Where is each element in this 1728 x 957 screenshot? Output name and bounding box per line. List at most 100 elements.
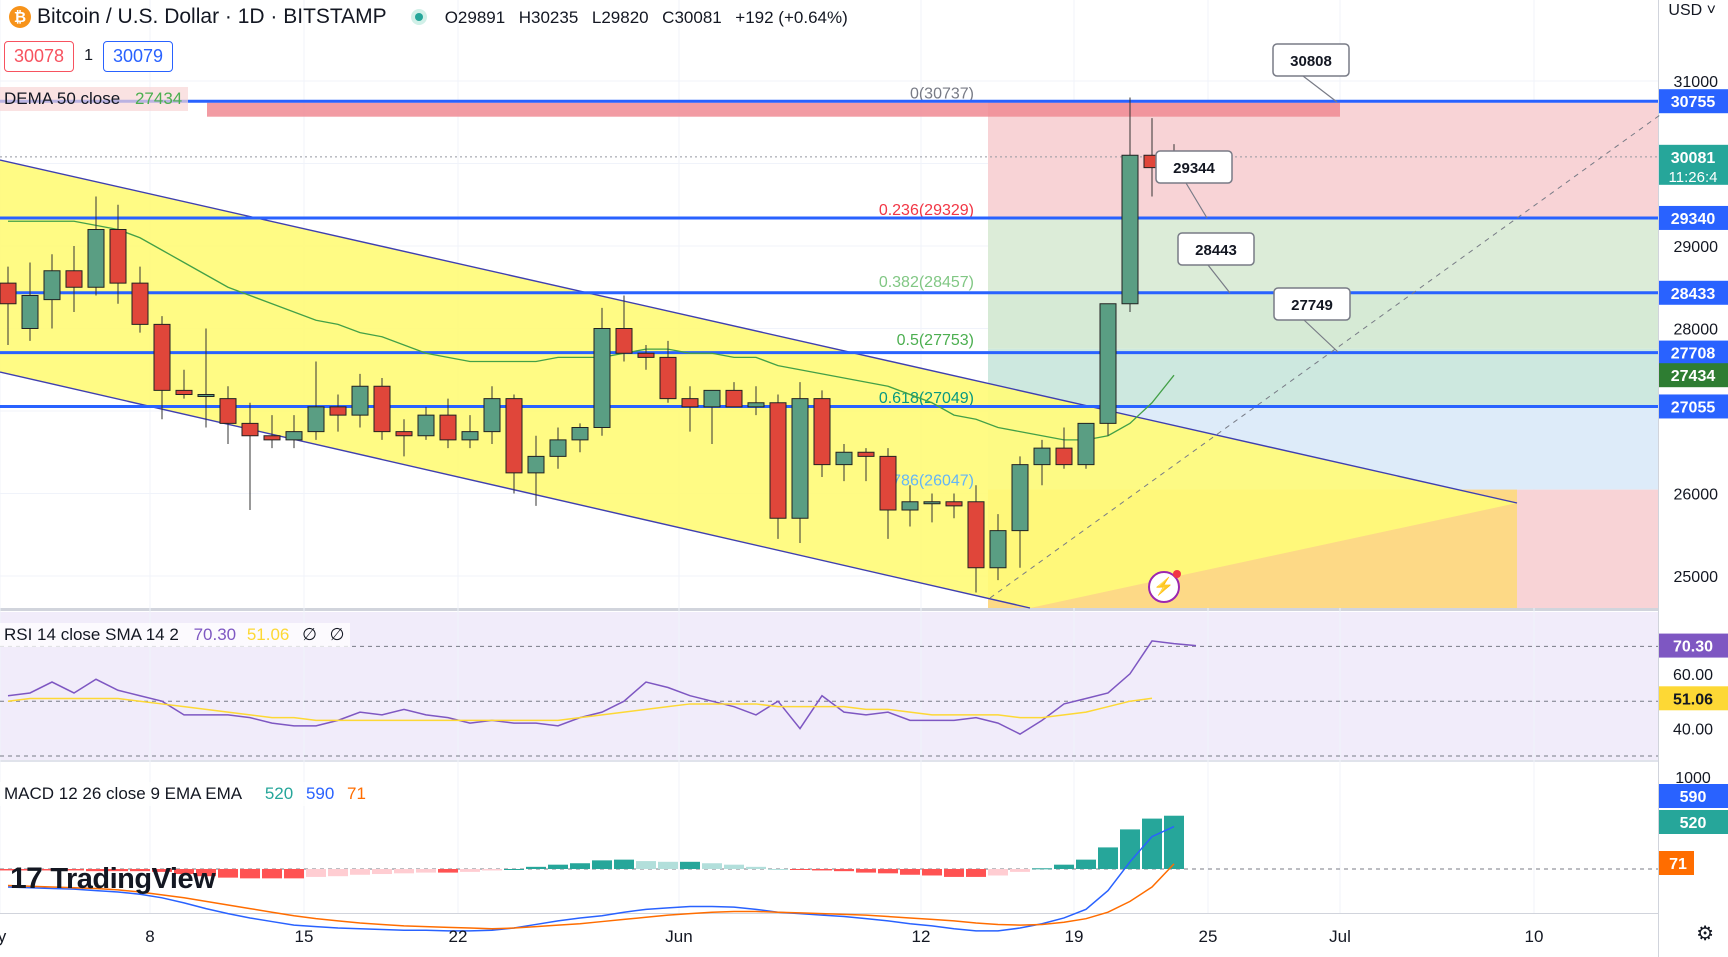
candle bbox=[373, 378, 391, 440]
candle bbox=[329, 394, 347, 432]
fib-zone-green-1 bbox=[988, 218, 1658, 291]
candle bbox=[461, 415, 479, 449]
candle-body bbox=[923, 501, 941, 505]
time-tick: 25 bbox=[1199, 927, 1218, 946]
candle bbox=[285, 415, 303, 449]
callout-pointer bbox=[1207, 264, 1231, 294]
macd-value: 590 bbox=[305, 784, 335, 803]
candle-body bbox=[637, 352, 655, 358]
candle bbox=[131, 266, 149, 333]
currency-label: USD bbox=[1668, 2, 1703, 19]
candle bbox=[175, 369, 193, 399]
candle bbox=[505, 394, 523, 494]
price-tick: 29000 bbox=[1674, 239, 1719, 256]
candle bbox=[109, 204, 127, 304]
callout-box bbox=[1272, 43, 1350, 77]
settings-icon[interactable]: ⚙ bbox=[1696, 923, 1714, 945]
macd-hist-value: 520 bbox=[264, 784, 294, 803]
candle bbox=[395, 419, 413, 457]
candle-body bbox=[659, 356, 677, 400]
currency-selector[interactable]: USD ˅ bbox=[1668, 2, 1716, 19]
macd-histogram-bar bbox=[438, 869, 458, 873]
candle-body bbox=[1011, 464, 1029, 532]
fib-zone-red bbox=[988, 102, 1658, 219]
candle-body bbox=[351, 385, 369, 416]
event-flash-icon[interactable]: ⚡ bbox=[1148, 570, 1181, 603]
dema-legend[interactable]: DEMA 50 close 27434 bbox=[0, 87, 189, 111]
candle-body bbox=[87, 229, 105, 288]
callout-box bbox=[1155, 150, 1233, 184]
candle-body bbox=[967, 501, 985, 569]
time-tick: 22 bbox=[449, 927, 468, 946]
candle-body bbox=[1099, 303, 1117, 424]
candle-body bbox=[373, 385, 391, 433]
candle-body bbox=[549, 439, 567, 457]
price-label-box bbox=[1659, 89, 1728, 114]
macd-histogram-bar bbox=[812, 869, 832, 871]
candle-body bbox=[197, 394, 215, 397]
rsi-legend[interactable]: RSI 14 close SMA 14 2 70.30 51.06 ∅ ∅ bbox=[0, 623, 351, 647]
macd-histogram-bar bbox=[64, 869, 84, 871]
macd-histogram-bar bbox=[878, 869, 898, 874]
buy-button[interactable]: 30079 bbox=[102, 40, 174, 72]
tradingview-logo[interactable]: 17 TradingView bbox=[10, 862, 216, 896]
candle bbox=[571, 423, 589, 453]
macd-histogram-bar bbox=[658, 861, 678, 869]
macd-histogram-bar bbox=[636, 861, 656, 869]
macd-axis-label: 71 bbox=[1669, 856, 1687, 873]
candle bbox=[87, 196, 105, 296]
rsi-axis-label: 70.30 bbox=[1673, 639, 1713, 656]
rsi-axis-box bbox=[1659, 686, 1728, 711]
spread-value: 1 bbox=[84, 47, 93, 64]
candle-body bbox=[263, 435, 281, 441]
price-tick: 28000 bbox=[1674, 322, 1719, 339]
candle bbox=[1055, 427, 1073, 469]
candle bbox=[0, 266, 17, 345]
bitcoin-icon: ₿ bbox=[9, 6, 31, 28]
candle bbox=[197, 328, 215, 428]
candle-body bbox=[219, 398, 237, 424]
price-label-box bbox=[1659, 340, 1728, 365]
candle bbox=[1077, 422, 1095, 469]
time-tick: Jun bbox=[665, 927, 692, 946]
time-tick: 15 bbox=[295, 927, 314, 946]
symbol-title[interactable]: Bitcoin / U.S. Dollar · 1D · BITSTAMP bbox=[37, 5, 387, 28]
macd-histogram-bar bbox=[988, 869, 1008, 876]
macd-histogram-bar bbox=[966, 869, 986, 877]
candle bbox=[659, 340, 677, 403]
sell-button[interactable]: 30078 bbox=[4, 40, 75, 72]
channel-lower-line bbox=[0, 371, 1031, 609]
candle-body bbox=[769, 402, 787, 519]
macd-histogram-bar bbox=[394, 869, 414, 874]
candle-body bbox=[901, 501, 919, 511]
candle bbox=[43, 254, 61, 329]
time-tick: Jul bbox=[1329, 927, 1351, 946]
macd-histogram-bar bbox=[944, 869, 964, 877]
macd-axis-label: 520 bbox=[1680, 815, 1707, 832]
candle-body bbox=[1121, 154, 1139, 305]
close-value: C30081 bbox=[662, 7, 722, 27]
rsi-axis-label: 40.00 bbox=[1673, 722, 1713, 739]
macd-histogram-bar bbox=[0, 869, 18, 871]
tradingview-wordmark: TradingView bbox=[50, 862, 216, 895]
callout-label: 27749 bbox=[1291, 297, 1333, 314]
candle-body bbox=[945, 501, 963, 507]
time-tick: 12 bbox=[912, 927, 931, 946]
callout-box bbox=[1177, 232, 1255, 266]
candle bbox=[923, 493, 941, 523]
macd-histogram-bar bbox=[152, 869, 172, 872]
candle bbox=[593, 307, 611, 436]
candle-body bbox=[417, 414, 435, 437]
candle bbox=[483, 386, 501, 444]
macd-histogram-bar bbox=[284, 869, 304, 879]
candle bbox=[945, 493, 963, 519]
candle bbox=[703, 389, 721, 444]
macd-histogram-bar bbox=[306, 869, 326, 877]
candle-body bbox=[1055, 447, 1073, 466]
macd-histogram-bar bbox=[240, 869, 260, 879]
macd-histogram-bar bbox=[680, 861, 700, 869]
price-label-box bbox=[1659, 144, 1728, 185]
macd-legend[interactable]: MACD 12 26 close 9 EMA EMA 520 590 71 bbox=[0, 782, 372, 806]
macd-histogram-bar bbox=[1076, 859, 1096, 869]
